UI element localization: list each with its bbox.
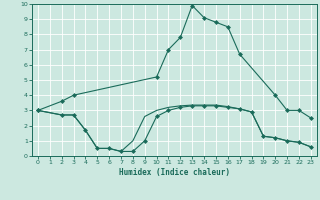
X-axis label: Humidex (Indice chaleur): Humidex (Indice chaleur) bbox=[119, 168, 230, 177]
